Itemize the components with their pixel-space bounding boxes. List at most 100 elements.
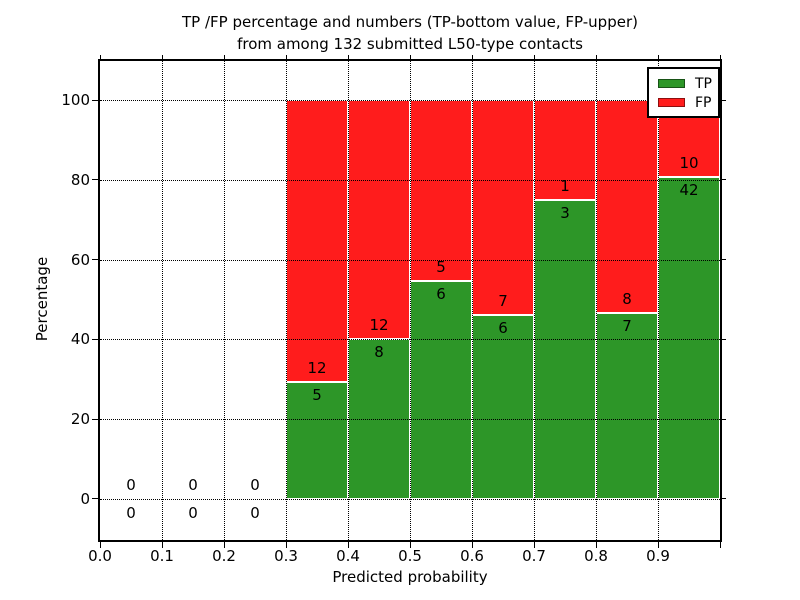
gridline-vertical xyxy=(534,61,535,540)
bar-segment-tp xyxy=(472,314,534,499)
x-tick-label: 0.0 xyxy=(88,547,112,565)
gridline-vertical xyxy=(224,61,225,540)
fp-count-label: 0 xyxy=(250,475,260,494)
x-tick-mark-top xyxy=(719,55,721,59)
x-tick-mark-top xyxy=(223,55,225,59)
x-tick-mark-top xyxy=(533,55,535,59)
bar-segment-fp xyxy=(348,100,410,340)
fp-count-label: 12 xyxy=(307,358,327,377)
x-tick-label: 0.3 xyxy=(274,547,298,565)
x-tick-mark-top xyxy=(99,55,101,59)
gridline-vertical xyxy=(658,61,659,540)
gridline-vertical xyxy=(348,61,349,540)
x-tick-mark-top xyxy=(409,55,411,59)
tp-count-label: 7 xyxy=(622,316,632,335)
fp-count-label: 5 xyxy=(436,258,446,277)
tp-count-label: 5 xyxy=(312,385,322,404)
gridline-horizontal xyxy=(100,179,720,181)
tp-count-label: 42 xyxy=(679,180,699,199)
tp-legend-swatch xyxy=(658,79,685,88)
x-tick-mark-bottom xyxy=(347,542,349,548)
x-tick-mark-bottom xyxy=(595,542,597,548)
x-tick-label: 0.4 xyxy=(336,547,360,565)
fp-count-label: 8 xyxy=(622,289,632,308)
tp-count-label: 0 xyxy=(250,503,260,522)
y-tick-mark-left xyxy=(92,498,98,500)
x-tick-label: 0.9 xyxy=(646,547,670,565)
y-tick-label: 20 xyxy=(70,410,90,429)
bar-segment-fp xyxy=(410,100,472,282)
fp-count-label: 10 xyxy=(679,153,699,172)
plot-area: 0 0 0 0 0 0 12 5 12 8 5 6 7 6 1 3 8 7 10 42 xyxy=(98,59,722,542)
y-tick-mark-right xyxy=(722,179,726,181)
fp-count-label: 0 xyxy=(188,475,198,494)
x-tick-mark-top xyxy=(285,55,287,59)
tp-count-label: 6 xyxy=(498,318,508,337)
y-tick-label: 40 xyxy=(70,330,90,349)
x-tick-mark-top xyxy=(657,55,659,59)
bar-segment-fp xyxy=(596,100,658,313)
chart-title-line1: TP /FP percentage and numbers (TP-bottom… xyxy=(182,13,638,31)
y-tick-label: 60 xyxy=(70,250,90,269)
y-tick-mark-left xyxy=(92,338,98,340)
bar-segment-tp xyxy=(596,312,658,499)
x-tick-mark-bottom xyxy=(657,542,659,548)
fp-count-label: 0 xyxy=(126,475,136,494)
gridline-vertical xyxy=(162,61,163,540)
x-tick-mark-top xyxy=(471,55,473,59)
chart-title: TP /FP percentage and numbers (TP-bottom… xyxy=(100,11,720,55)
legend-row: FP xyxy=(649,93,718,112)
tp-count-label: 6 xyxy=(436,285,446,304)
bar-segment-tp xyxy=(658,176,720,499)
x-tick-mark-bottom xyxy=(471,542,473,548)
y-tick-mark-left xyxy=(92,179,98,181)
x-tick-mark-bottom xyxy=(223,542,225,548)
gridline-horizontal xyxy=(100,419,720,421)
gridline-horizontal xyxy=(100,339,720,341)
y-tick-label: 100 xyxy=(61,91,90,110)
gridline-vertical xyxy=(596,61,597,540)
fp-count-label: 1 xyxy=(560,176,570,195)
x-tick-label: 0.6 xyxy=(460,547,484,565)
y-axis-label: Percentage xyxy=(33,256,51,342)
x-tick-label: 0.5 xyxy=(398,547,422,565)
y-tick-mark-left xyxy=(92,99,98,101)
y-tick-mark-right xyxy=(722,418,726,420)
tp-count-label: 3 xyxy=(560,203,570,222)
gridline-vertical xyxy=(472,61,473,540)
x-tick-mark-bottom xyxy=(533,542,535,548)
y-tick-mark-left xyxy=(92,259,98,261)
gridline-vertical xyxy=(286,61,287,540)
y-tick-mark-right xyxy=(722,498,726,500)
y-tick-mark-left xyxy=(92,418,98,420)
x-tick-mark-bottom xyxy=(99,542,101,548)
x-axis-label: Predicted probability xyxy=(332,568,488,586)
gridline-vertical xyxy=(410,61,411,540)
gridline-horizontal xyxy=(100,259,720,261)
x-tick-mark-top xyxy=(161,55,163,59)
x-tick-label: 0.2 xyxy=(212,547,236,565)
y-tick-label: 80 xyxy=(70,170,90,189)
x-tick-mark-bottom xyxy=(409,542,411,548)
y-tick-label: 0 xyxy=(80,489,90,508)
x-tick-mark-top xyxy=(595,55,597,59)
legend-row: TP xyxy=(649,74,718,93)
bar-segment-fp xyxy=(534,100,596,200)
tp-count-label: 0 xyxy=(188,503,198,522)
fp-count-label: 7 xyxy=(498,291,508,310)
x-tick-label: 0.1 xyxy=(150,547,174,565)
gridline-horizontal xyxy=(100,100,720,102)
bar-segment-tp xyxy=(534,199,596,499)
bar-segment-tp xyxy=(410,281,472,499)
tp-count-label: 8 xyxy=(374,343,384,362)
chart-title-line2: from among 132 submitted L50-type contac… xyxy=(237,35,583,53)
y-tick-mark-right xyxy=(722,259,726,261)
legend-label: TP xyxy=(695,75,712,92)
legend-label: FP xyxy=(695,94,712,111)
x-tick-mark-bottom xyxy=(161,542,163,548)
bar-segment-fp xyxy=(472,100,534,315)
fp-count-label: 12 xyxy=(369,316,389,335)
x-tick-label: 0.7 xyxy=(522,547,546,565)
x-tick-label: 0.8 xyxy=(584,547,608,565)
